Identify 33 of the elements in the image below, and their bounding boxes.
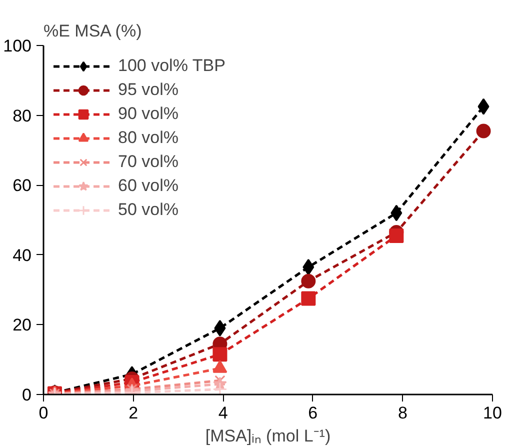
point <box>212 360 228 373</box>
legend-label: 100 vol% TBP <box>118 55 226 77</box>
legend-label: 80 vol% <box>118 127 178 149</box>
x-tick-label: 10 <box>483 404 502 422</box>
legend-label: 60 vol% <box>118 175 178 197</box>
point <box>389 228 404 243</box>
y-axis-title: %E MSA (%) <box>44 22 142 40</box>
point <box>212 347 228 362</box>
point <box>301 291 316 306</box>
point <box>212 382 228 394</box>
point <box>301 274 316 288</box>
point <box>214 375 226 386</box>
y-tick-label: 80 <box>12 106 32 126</box>
y-tick-label: 100 <box>3 36 32 56</box>
x-tick-label: 8 <box>398 404 408 422</box>
x-tick-label: 2 <box>128 404 138 422</box>
x-tick-label: 0 <box>38 404 48 422</box>
y-tick-label: 60 <box>12 176 32 196</box>
point <box>478 98 490 115</box>
point <box>476 124 491 138</box>
legend-label: 50 vol% <box>118 199 178 221</box>
point <box>214 320 226 336</box>
legend-label: 70 vol% <box>118 151 178 173</box>
point <box>390 204 402 222</box>
legend-label: 90 vol% <box>118 103 178 125</box>
x-tick-label: 4 <box>218 404 228 422</box>
y-tick-label: 0 <box>22 386 32 404</box>
point <box>302 258 314 276</box>
y-tick-label: 40 <box>12 246 32 265</box>
x-tick-label: 6 <box>308 404 318 422</box>
legend-label: 95 vol% <box>118 79 178 101</box>
y-tick-label: 20 <box>12 316 32 335</box>
x-axis-title: [MSA]ᵢₙ (mol L⁻¹) <box>205 426 331 446</box>
